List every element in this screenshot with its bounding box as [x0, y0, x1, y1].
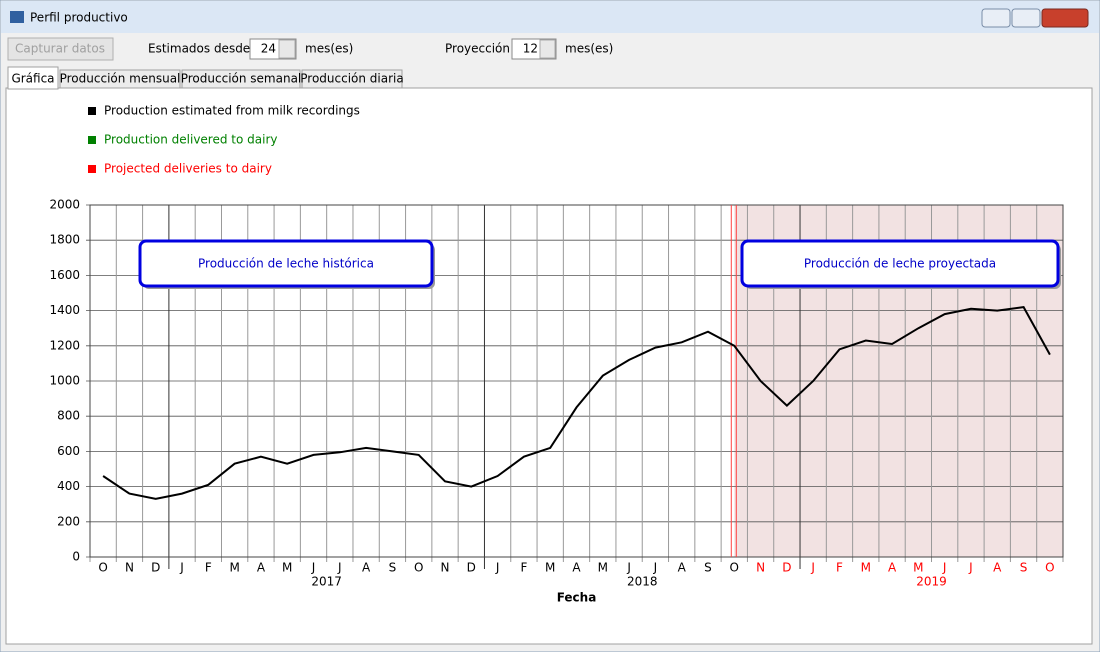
- y-tick-label: 1600: [49, 268, 80, 282]
- window-title: Perfil productivo: [30, 11, 128, 25]
- x-tick-label: J: [311, 561, 316, 575]
- year-label: 2019: [916, 575, 947, 589]
- x-tick-label: N: [125, 561, 134, 575]
- x-tick-label: O: [1045, 561, 1054, 575]
- x-tick-label: J: [495, 561, 500, 575]
- y-tick-label: 200: [57, 514, 80, 528]
- y-tick-label: 1200: [49, 338, 80, 352]
- tab-label: Producción semanal: [181, 72, 302, 86]
- x-tick-label: J: [653, 561, 658, 575]
- title-bar: [1, 1, 1099, 33]
- x-tick-label: J: [179, 561, 184, 575]
- x-tick-label: M: [282, 561, 292, 575]
- projection-value: 12: [523, 42, 538, 56]
- y-tick-label: 1800: [49, 233, 80, 247]
- y-tick-label: 400: [57, 479, 80, 493]
- x-tick-label: F: [836, 561, 843, 575]
- y-tick-label: 1000: [49, 374, 80, 388]
- tab-label: Gráfica: [11, 72, 54, 86]
- estimated-label: Estimados desde: [148, 42, 250, 56]
- plot-border: [89, 204, 1064, 558]
- x-tick-label: A: [993, 561, 1002, 575]
- x-tick-label: M: [229, 561, 239, 575]
- maximize-button[interactable]: [1011, 8, 1041, 28]
- tab[interactable]: [7, 66, 59, 90]
- x-tick-label: F: [520, 561, 527, 575]
- tab-label: Producción diaria: [300, 72, 403, 86]
- x-tick-label: J: [626, 561, 631, 575]
- y-tick-label: 0: [72, 550, 80, 564]
- spinner-arrows[interactable]: [278, 39, 296, 59]
- chart: Production estimated from milk recording…: [49, 104, 1064, 605]
- x-tick-label: M: [913, 561, 923, 575]
- x-tick-label: O: [730, 561, 739, 575]
- x-tick-label: F: [205, 561, 212, 575]
- annotation-text: Producción de leche proyectada: [804, 257, 996, 271]
- data-line: [102, 306, 1051, 500]
- capture-button-label: Capturar datos: [15, 42, 105, 56]
- legend-label: Production estimated from milk recording…: [104, 104, 360, 118]
- x-tick-label: J: [942, 561, 947, 575]
- x-tick-label: D: [782, 561, 791, 575]
- y-tick-label: 800: [57, 409, 80, 423]
- estimated-value: 24: [261, 42, 276, 56]
- minimize-button[interactable]: [981, 8, 1011, 28]
- x-tick-label: J: [810, 561, 815, 575]
- tab[interactable]: [59, 69, 181, 89]
- projection-unit: mes(es): [565, 42, 613, 56]
- tab-strip: Gráfica Producción mensual Producción sema…: [7, 66, 404, 90]
- annotation-box: [138, 239, 434, 288]
- projection-label: Proyección: [445, 42, 510, 56]
- legend-label: Production delivered to dairy: [104, 133, 278, 147]
- x-tick-label: J: [968, 561, 973, 575]
- x-tick-label: M: [545, 561, 555, 575]
- x-tick-label: J: [337, 561, 342, 575]
- y-tick-label: 600: [57, 444, 80, 458]
- x-tick-label: D: [467, 561, 476, 575]
- tab-label: Producción mensual: [60, 72, 181, 86]
- x-tick-label: O: [98, 561, 107, 575]
- spinner-arrows[interactable]: [539, 39, 556, 59]
- x-tick-label: A: [572, 561, 581, 575]
- annotation-text: Producción de leche histórica: [198, 257, 374, 271]
- x-tick-label: M: [598, 561, 608, 575]
- y-tick-label: 2000: [49, 198, 80, 212]
- x-tick-label: N: [756, 561, 765, 575]
- x-tick-label: S: [704, 561, 712, 575]
- capture-button[interactable]: [7, 37, 114, 61]
- x-tick-label: O: [414, 561, 423, 575]
- x-tick-label: S: [1020, 561, 1028, 575]
- y-tick-label: 1400: [49, 303, 80, 317]
- app-icon: [10, 11, 24, 23]
- x-axis-label: Fecha: [557, 591, 597, 605]
- close-button[interactable]: [1041, 8, 1089, 28]
- x-tick-label: A: [888, 561, 897, 575]
- year-label: 2018: [627, 575, 658, 589]
- x-tick-label: A: [678, 561, 687, 575]
- year-label: 2017: [311, 575, 342, 589]
- x-tick-label: M: [861, 561, 871, 575]
- legend-swatch: [88, 107, 96, 115]
- legend-label: Projected deliveries to dairy: [104, 162, 272, 176]
- x-tick-label: A: [362, 561, 371, 575]
- legend-swatch: [88, 165, 96, 173]
- x-tick-label: A: [257, 561, 266, 575]
- annotation-box: [740, 239, 1060, 288]
- estimated-unit: mes(es): [305, 42, 353, 56]
- legend-swatch: [88, 136, 96, 144]
- x-tick-label: S: [389, 561, 397, 575]
- tab[interactable]: [181, 69, 301, 89]
- x-tick-label: N: [441, 561, 450, 575]
- x-tick-label: D: [151, 561, 160, 575]
- tab[interactable]: [301, 69, 403, 89]
